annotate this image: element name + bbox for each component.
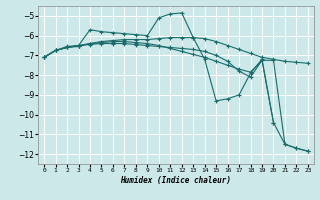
X-axis label: Humidex (Indice chaleur): Humidex (Indice chaleur)	[121, 176, 231, 185]
